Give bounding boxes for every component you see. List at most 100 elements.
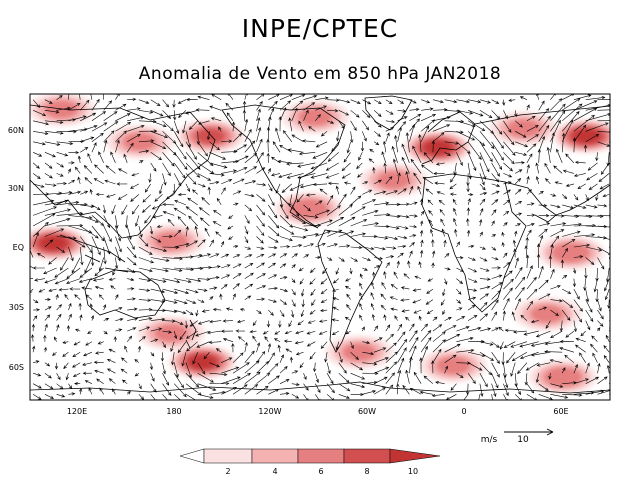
coast-asia-east	[474, 105, 610, 216]
wind-vector-291	[515, 152, 528, 156]
wind-vector-64	[185, 110, 198, 115]
wind-vector-1056	[103, 318, 110, 321]
wind-vector-284	[431, 140, 435, 153]
wind-vector-177	[350, 131, 354, 143]
wind-vector-978	[359, 292, 363, 300]
colorbar-bin-6-8	[297, 448, 345, 464]
wind-vector-968	[244, 295, 252, 300]
wind-vector-903	[58, 288, 69, 292]
wind-vector-440	[503, 181, 512, 185]
wind-vector-1288	[479, 362, 493, 376]
wind-vector-1254	[71, 362, 81, 368]
wind-vector-1263	[185, 362, 192, 379]
wind-vector-67	[225, 102, 234, 111]
wind-vector-19	[256, 94, 265, 100]
wind-vector-336	[453, 162, 457, 176]
wind-vector-392	[526, 164, 530, 174]
wind-vector-358	[117, 168, 128, 174]
wind-vectors	[30, 94, 610, 400]
wind-vector-192	[526, 125, 539, 132]
wind-vector-1117	[220, 329, 234, 333]
wind-vector-1441	[514, 394, 523, 400]
wind-vector-1350	[32, 383, 42, 389]
wind-vector-973	[301, 299, 305, 308]
wind-vector-486	[449, 192, 457, 196]
wind-vector-1233	[420, 336, 432, 353]
wind-vector-66	[209, 105, 222, 111]
wind-vector-33	[421, 99, 431, 104]
wind-vector-1416	[221, 387, 238, 395]
wind-vector-763	[185, 253, 203, 258]
wind-vector-49	[609, 99, 610, 101]
wind-vector-214	[197, 141, 208, 157]
wind-vector-304	[77, 155, 82, 163]
wind-vector-640	[503, 222, 508, 227]
wind-vector-126	[338, 120, 345, 130]
wind-vector-1058	[127, 317, 139, 321]
wind-vector-372	[278, 173, 292, 178]
wind-vector-706	[103, 246, 107, 265]
wind-vector-1026	[332, 306, 339, 311]
wind-vector-897	[583, 278, 587, 291]
wind-vector-542	[526, 202, 535, 206]
wind-vector-727	[350, 245, 363, 250]
wind-vector-1363	[185, 383, 202, 396]
wind-vector-29	[373, 99, 382, 105]
wind-vector-1372	[291, 382, 300, 387]
wind-vector-18	[244, 94, 248, 100]
wind-vector-1360	[150, 383, 157, 393]
wind-vector-317	[232, 155, 249, 164]
wind-vector-150	[33, 131, 49, 135]
wind-vector-1086	[456, 316, 466, 321]
wind-vector-724	[315, 242, 326, 248]
wind-vector-1085	[444, 317, 452, 321]
wind-vector-1347	[585, 362, 590, 374]
wind-vector-643	[538, 222, 551, 227]
wind-vector-285	[444, 152, 451, 156]
wind-vector-91	[514, 110, 518, 118]
wind-vector-1153	[62, 340, 69, 344]
wind-vector-670	[268, 236, 279, 243]
wind-vector-1392	[526, 383, 535, 394]
wind-vector-1394	[550, 383, 564, 388]
wind-vector-851	[34, 278, 45, 282]
wind-vector-204	[80, 136, 95, 143]
wind-vector-784	[431, 250, 436, 258]
wind-vector-106	[103, 111, 118, 122]
coast-asia	[30, 104, 216, 239]
wind-vector-658	[126, 236, 135, 250]
wind-vector-1249	[603, 345, 610, 353]
wind-vector-970	[268, 299, 277, 303]
wind-vector-343	[537, 148, 541, 163]
wind-vector-0	[32, 99, 41, 108]
wind-vector-380	[383, 162, 387, 174]
wind-vector-1038	[479, 301, 488, 311]
wind-vector-1096	[573, 320, 577, 333]
wind-vector-548	[597, 204, 608, 208]
wind-vector-189	[491, 131, 504, 149]
wind-vector-634	[428, 219, 434, 227]
wind-vector-755	[84, 257, 93, 274]
wind-vector-923	[301, 289, 305, 297]
wind-vector-745	[562, 239, 576, 248]
wind-vector-111	[162, 120, 174, 132]
wind-vector-444	[545, 178, 551, 185]
wind-vector-1289	[491, 362, 500, 378]
wind-vector-609	[138, 225, 143, 238]
wind-vector-1003	[68, 302, 72, 311]
coast-north-america	[221, 104, 346, 229]
wind-vector-1357	[108, 378, 116, 384]
shading-patch-16-6	[543, 366, 583, 388]
wind-vector-1206	[95, 351, 104, 355]
wind-vector-1253	[63, 362, 69, 370]
wind-vector-104	[80, 112, 97, 122]
wind-vector-37	[468, 99, 482, 104]
wind-vector-54	[79, 99, 90, 111]
wind-vector-77	[350, 110, 360, 118]
wind-vector-1025	[320, 308, 328, 313]
wind-vector-628	[362, 222, 379, 227]
wind-vector-608	[126, 225, 132, 240]
wind-vector-1272	[289, 356, 294, 363]
wind-vector-992	[526, 288, 538, 300]
wind-vector-277	[343, 152, 351, 163]
